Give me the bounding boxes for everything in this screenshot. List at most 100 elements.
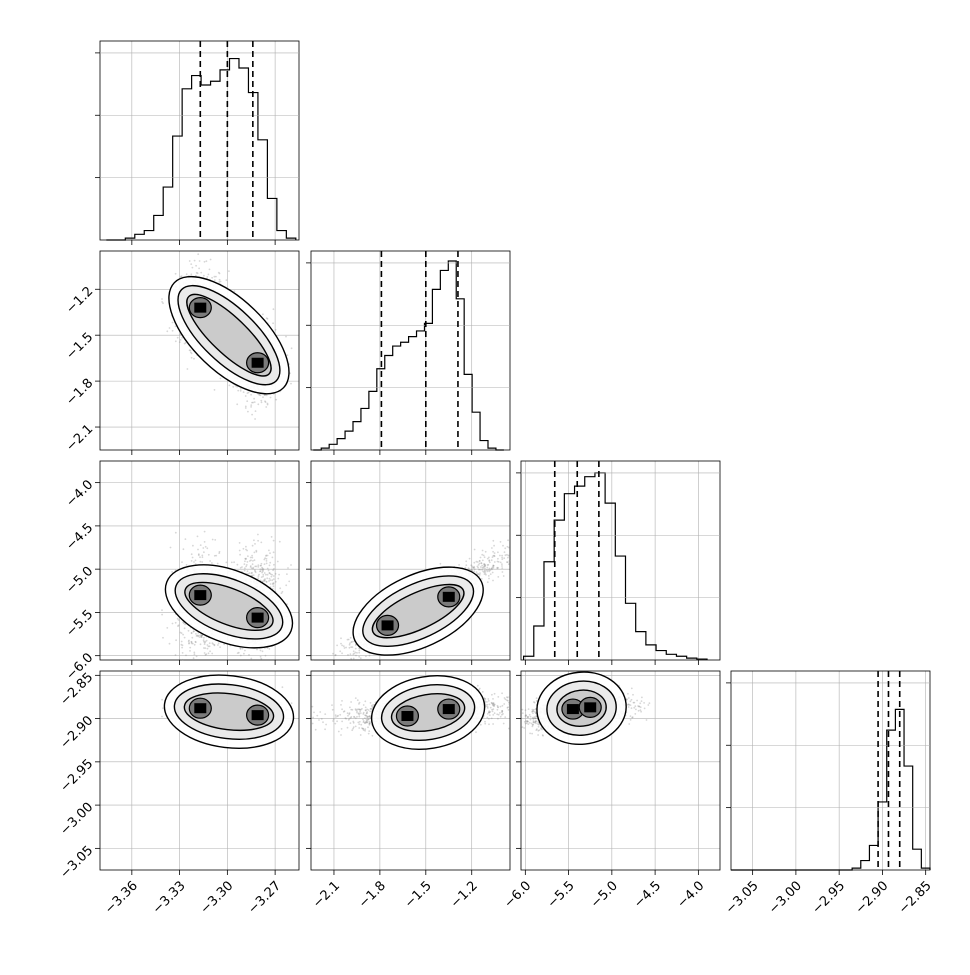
sample-point-2-0-1118 — [261, 567, 263, 569]
sample-point-1-0-135 — [226, 279, 228, 281]
sample-point-2-0-1383 — [188, 630, 190, 632]
sample-point-2-0-1115 — [204, 531, 206, 533]
sample-point-2-0-694 — [273, 585, 275, 587]
sample-point-1-0-1062 — [272, 322, 274, 324]
sample-point-2-0-1529 — [253, 574, 255, 576]
sample-point-1-0-874 — [261, 402, 263, 404]
sample-point-2-0-494 — [273, 578, 275, 580]
sample-point-2-0-520 — [208, 652, 210, 654]
sample-point-2-0-1417 — [264, 580, 266, 582]
scatter-panel-3-0 — [160, 668, 297, 755]
sample-point-1-0-649 — [250, 404, 252, 406]
sample-point-1-0-1360 — [190, 263, 192, 265]
sample-point-2-0-1156 — [205, 654, 207, 656]
sample-point-1-0-1115 — [166, 330, 168, 332]
sample-point-2-0-206 — [254, 552, 256, 554]
sample-point-2-0-1539 — [193, 652, 195, 654]
sample-point-2-0-1225 — [240, 567, 242, 569]
sample-point-2-0-766 — [268, 572, 270, 574]
sample-point-2-0-702 — [185, 655, 187, 657]
sample-point-2-0-1445 — [198, 554, 200, 556]
sample-point-2-0-549 — [204, 652, 206, 654]
sample-point-2-0-545 — [237, 564, 239, 566]
sample-point-2-0-1148 — [184, 627, 186, 629]
sample-point-2-0-660 — [217, 644, 219, 646]
sample-point-2-0-71 — [208, 554, 210, 556]
sample-point-2-0-899 — [245, 558, 247, 560]
sample-point-1-0-1356 — [250, 406, 252, 408]
sample-point-2-0-1515 — [264, 557, 266, 559]
sample-point-2-0-912 — [209, 560, 211, 562]
sample-point-1-0-2 — [254, 418, 256, 420]
sample-point-1-0-1406 — [251, 414, 253, 416]
sample-point-2-0-539 — [195, 560, 197, 562]
histogram-2 — [524, 473, 707, 660]
sample-point-2-0-1270 — [175, 639, 177, 641]
sample-point-2-0-1497 — [266, 577, 268, 579]
histogram-1 — [313, 261, 504, 450]
sample-point-2-0-164 — [273, 540, 275, 542]
sample-point-1-0-598 — [265, 401, 267, 403]
sample-point-2-0-1490 — [261, 569, 263, 571]
sample-point-3-0-500 — [282, 686, 284, 688]
sample-point-2-0-31 — [243, 548, 245, 550]
sample-point-1-0-1477 — [172, 330, 174, 332]
sample-point-2-0-1017 — [191, 643, 193, 645]
sample-point-2-0-452 — [260, 542, 262, 544]
sample-point-2-0-10 — [189, 647, 191, 649]
sample-point-2-0-906 — [202, 547, 204, 549]
sample-point-2-0-1555 — [181, 561, 183, 563]
sample-point-2-0-978 — [271, 536, 273, 538]
sample-point-2-0-1190 — [269, 578, 271, 580]
sample-point-2-0-798 — [203, 639, 205, 641]
sample-point-2-0-701 — [197, 549, 199, 551]
sample-point-2-0-178 — [218, 642, 220, 644]
sample-point-2-0-79 — [260, 658, 262, 660]
sample-point-2-0-751 — [205, 546, 207, 548]
sample-point-1-0-705 — [273, 308, 275, 310]
sample-point-1-0-368 — [193, 358, 195, 360]
sample-point-2-0-201 — [286, 573, 288, 575]
sample-point-2-0-572 — [246, 564, 248, 566]
sample-point-2-0-315 — [260, 656, 262, 658]
sample-point-1-0-240 — [175, 273, 177, 275]
sample-point-1-0-87 — [254, 401, 256, 403]
sample-point-2-0-1296 — [268, 550, 270, 552]
sample-point-3-0-709 — [161, 716, 163, 718]
sample-point-2-0-1439 — [266, 581, 268, 583]
sample-point-2-0-74 — [269, 648, 271, 650]
sample-point-2-0-925 — [270, 573, 272, 575]
sample-point-2-0-506 — [212, 539, 214, 541]
scatter-panel-2-0 — [154, 531, 305, 665]
sample-point-2-0-1548 — [238, 652, 240, 654]
sample-point-1-0-206 — [175, 340, 177, 342]
sample-point-1-0-1449 — [266, 317, 268, 319]
density-core-2-0-0 — [194, 590, 206, 600]
sample-point-2-0-1281 — [264, 572, 266, 574]
sample-point-2-0-1029 — [252, 563, 254, 565]
sample-point-1-0-525 — [190, 273, 192, 275]
sample-point-2-0-451 — [288, 581, 290, 583]
sample-point-2-0-1449 — [250, 557, 252, 559]
sample-point-2-0-780 — [200, 544, 202, 546]
sample-point-1-0-115 — [270, 397, 272, 399]
sample-point-1-0-1328 — [229, 385, 231, 387]
sample-point-1-0-1365 — [260, 394, 262, 396]
sample-point-1-0-1158 — [245, 407, 247, 409]
sample-point-2-0-1278 — [170, 547, 172, 549]
sample-point-2-0-1218 — [207, 644, 209, 646]
panel-frame-2-2 — [521, 461, 720, 660]
sample-point-2-0-1069 — [255, 571, 257, 573]
sample-point-2-0-1442 — [201, 634, 203, 636]
density-core-2-0-1 — [252, 613, 264, 623]
sample-point-2-0-1509 — [251, 572, 253, 574]
sample-point-1-0-990 — [214, 279, 216, 281]
sample-point-1-0-392 — [192, 267, 194, 269]
sample-point-2-0-1040 — [248, 654, 250, 656]
sample-point-2-0-1440 — [250, 565, 252, 567]
density-core-1-0-1 — [252, 358, 264, 368]
sample-point-2-0-1525 — [239, 550, 241, 552]
sample-point-1-0-1342 — [169, 327, 171, 329]
sample-point-2-0-698 — [161, 609, 163, 611]
